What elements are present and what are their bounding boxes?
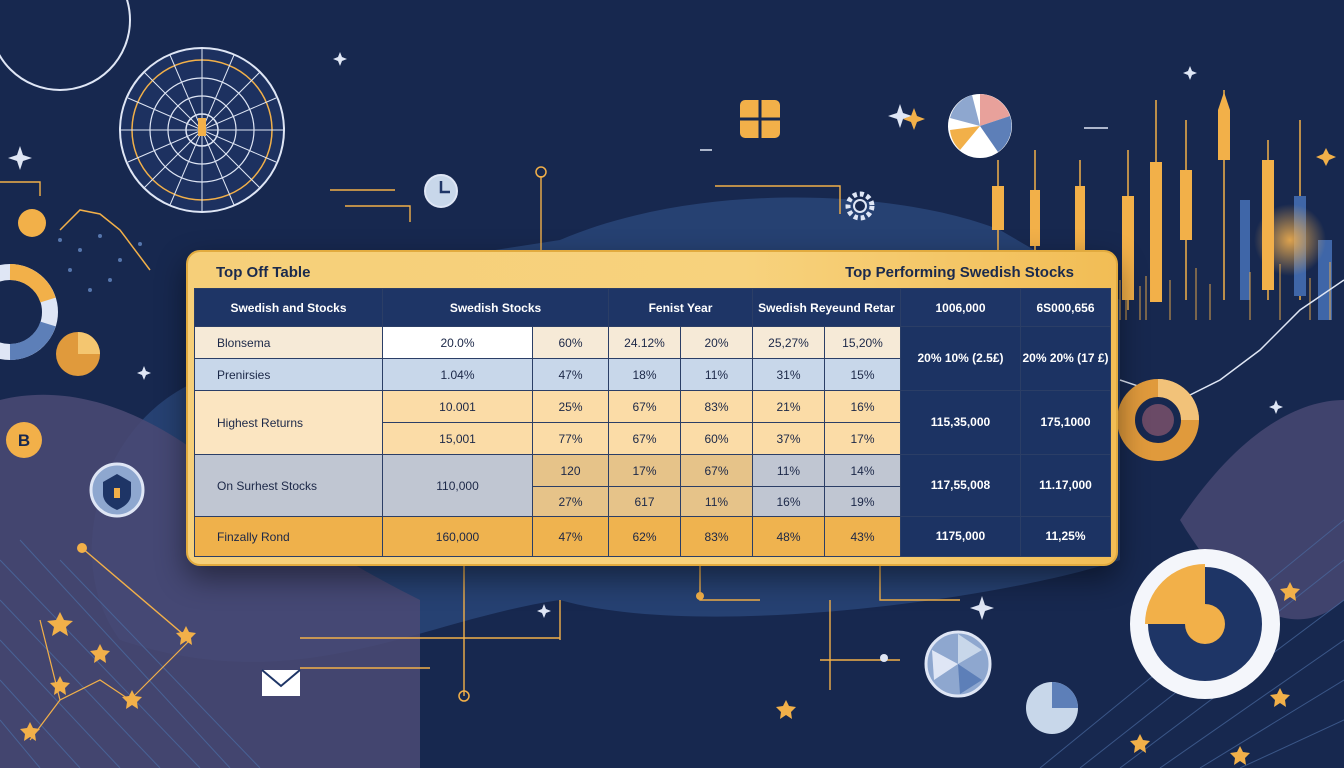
table-cell: 47% bbox=[532, 358, 609, 391]
column-header: 1006,000 bbox=[900, 288, 1021, 327]
stocks-table-card: Top Off Table Top Performing Swedish Sto… bbox=[186, 250, 1118, 566]
table-cell: 18% bbox=[608, 358, 681, 391]
table-cell: 110,000 bbox=[382, 454, 533, 517]
table-cell: 67% bbox=[680, 454, 753, 487]
svg-text:B: B bbox=[18, 431, 30, 450]
star-icon bbox=[20, 582, 1300, 765]
table-cell: 15% bbox=[824, 358, 901, 391]
table-row: 27% 617 11% 16% 19% bbox=[195, 486, 1111, 517]
column-header: Fenist Year bbox=[608, 288, 753, 327]
shield-icon bbox=[89, 462, 145, 518]
card-title: Top Off Table bbox=[216, 264, 311, 281]
table-cell: 16% bbox=[824, 390, 901, 423]
calendar-icon bbox=[740, 100, 780, 138]
row-label: On Surhest Stocks bbox=[194, 454, 383, 517]
table-cell: 25% bbox=[532, 390, 609, 423]
table-cell: 20% 20% (17 £) bbox=[1020, 326, 1111, 391]
gear-icon bbox=[845, 191, 875, 221]
table-cell: 11% bbox=[680, 486, 753, 517]
row-label: Blonsema bbox=[194, 326, 383, 359]
table-cell: 43% bbox=[824, 516, 901, 557]
table-cell: 83% bbox=[680, 516, 753, 557]
bitcoin-icon: B bbox=[6, 422, 42, 458]
table-cell: 10.001 bbox=[382, 390, 533, 423]
table-cell: 77% bbox=[532, 422, 609, 455]
table-cell: 47% bbox=[532, 516, 609, 557]
table-cell: 11.17,000 bbox=[1020, 454, 1111, 517]
table-cell: 83% bbox=[680, 390, 753, 423]
table-cell: 48% bbox=[752, 516, 825, 557]
table-cell: 24.12% bbox=[608, 326, 681, 359]
table-cell: 15,20% bbox=[824, 326, 901, 359]
table-row: Highest Returns 10.001 25% 67% 83% 21% 1… bbox=[194, 390, 1111, 455]
table-cell: 17% bbox=[608, 454, 681, 487]
donut-chart-icon bbox=[1130, 549, 1280, 699]
table-cell: 62% bbox=[608, 516, 681, 557]
table-cell: 60% bbox=[532, 326, 609, 359]
sparkle-icon bbox=[8, 52, 1283, 620]
table-cell: 67% bbox=[608, 390, 681, 423]
table-cell: 15,001 bbox=[382, 422, 533, 455]
table-cell: 11% bbox=[752, 454, 825, 487]
card-subtitle: Top Performing Swedish Stocks bbox=[845, 264, 1074, 281]
astrolabe-icon bbox=[119, 47, 285, 213]
table-row: Prenirsies 1.04% 47% 18% 11% 31% 15% bbox=[194, 358, 1111, 391]
table-cell: 11,25% bbox=[1020, 516, 1111, 557]
table-cell: 37% bbox=[752, 422, 825, 455]
column-header: Swedish and Stocks bbox=[194, 288, 383, 327]
stocks-table: Swedish and Stocks Swedish Stocks Fenist… bbox=[194, 288, 1111, 557]
ring-outline bbox=[0, 0, 131, 91]
table-row: On Surhest Stocks 110,000 120 17% 67% 11… bbox=[194, 454, 1111, 517]
row-label: Highest Returns bbox=[194, 390, 383, 455]
table-cell: 117,55,008 bbox=[900, 454, 1021, 517]
row-label: Prenirsies bbox=[194, 358, 383, 391]
table-cell: 21% bbox=[752, 390, 825, 423]
column-header: Swedish Reyeund Retar bbox=[752, 288, 901, 327]
table-cell: 120 bbox=[532, 454, 609, 487]
table-cell: 14% bbox=[824, 454, 901, 487]
table-cell: 1.04% bbox=[382, 358, 533, 391]
donut-chart-icon bbox=[0, 209, 100, 376]
pie-chart-icon bbox=[948, 94, 1012, 158]
column-header: 6S000,656 bbox=[1020, 288, 1111, 327]
crystal-ball-icon bbox=[924, 630, 1078, 734]
donut-chart-icon bbox=[1117, 379, 1199, 461]
table-cell: 19% bbox=[824, 486, 901, 517]
table-cell: 115,35,000 bbox=[900, 390, 1021, 455]
table-row: Finzally Rond 160,000 47% 62% 83% 48% 43… bbox=[194, 516, 1111, 557]
table-cell: 60% bbox=[680, 422, 753, 455]
table-cell: 617 bbox=[608, 486, 681, 517]
table-cell: 160,000 bbox=[382, 516, 533, 557]
table-cell: 20% 10% (2.5£) bbox=[900, 326, 1021, 391]
column-header: Swedish Stocks bbox=[382, 288, 609, 327]
table-cell: 20% bbox=[680, 326, 753, 359]
table-cell: 25,27% bbox=[752, 326, 825, 359]
row-label: Finzally Rond bbox=[194, 516, 383, 557]
table-cell: 31% bbox=[752, 358, 825, 391]
table-cell: 17% bbox=[824, 422, 901, 455]
mail-icon bbox=[261, 669, 301, 696]
table-cell: 1175,000 bbox=[900, 516, 1021, 557]
table-cell: 20.0% bbox=[382, 326, 533, 359]
candlestick-chart-icon bbox=[992, 90, 1344, 401]
table-cell: 27% bbox=[532, 486, 609, 517]
table-cell: 11% bbox=[680, 358, 753, 391]
table-header-row: Swedish and Stocks Swedish Stocks Fenist… bbox=[194, 288, 1111, 327]
table-cell: 175,1000 bbox=[1020, 390, 1111, 455]
table-row: Blonsema 20.0% 60% 24.12% 20% 25,27% 15,… bbox=[194, 326, 1111, 391]
clock-icon bbox=[424, 174, 458, 208]
table-cell: 16% bbox=[752, 486, 825, 517]
table-cell: 67% bbox=[608, 422, 681, 455]
